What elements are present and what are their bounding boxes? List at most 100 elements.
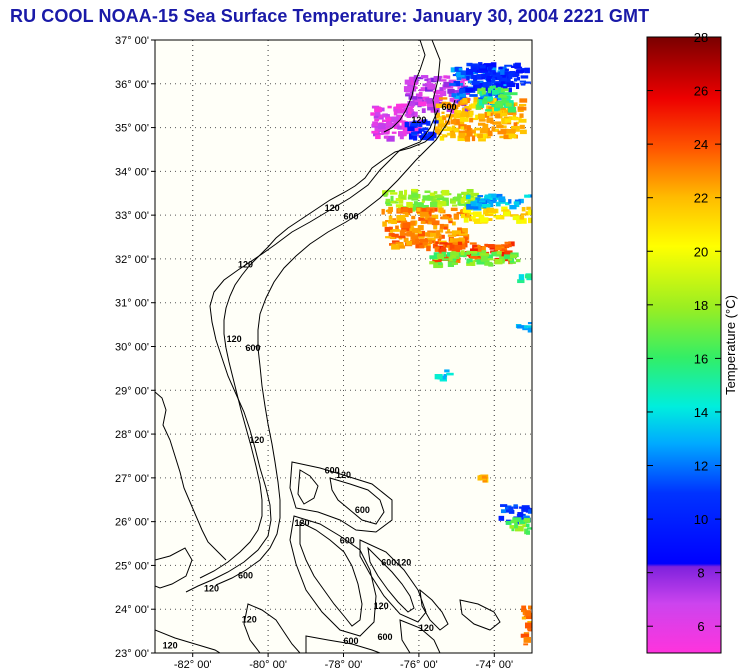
sst-pixel (466, 111, 470, 118)
sst-pixel (408, 133, 413, 140)
sst-pixel (464, 128, 473, 134)
sst-pixel (469, 112, 473, 118)
sst-pixel (418, 123, 423, 127)
sst-pixel (492, 71, 497, 75)
sst-pixel (393, 109, 398, 116)
sst-pixel (491, 72, 501, 78)
sst-pixel (384, 135, 389, 139)
sst-pixel (524, 622, 532, 629)
sst-pixel (379, 114, 386, 118)
sst-pixel (479, 91, 484, 96)
sst-pixel (500, 79, 506, 85)
sst-pixel (420, 75, 429, 79)
sst-pixel (397, 125, 406, 130)
sst-pixel (498, 515, 505, 521)
sst-pixel (491, 83, 496, 87)
sst-pixel (381, 208, 385, 215)
sst-pixel (458, 132, 466, 139)
sst-pixel (467, 73, 474, 79)
sst-patch (475, 85, 518, 113)
sst-pixel (395, 204, 403, 208)
sst-pixel (410, 109, 414, 112)
lon-tick-label: -78° 00' (325, 659, 363, 671)
lon-tick-label: -74° 00' (475, 659, 513, 671)
sst-pixel (413, 234, 422, 237)
sst-pixel (485, 109, 492, 112)
sst-pixel (527, 620, 532, 624)
sst-pixel (409, 226, 414, 232)
sst-pixel (408, 108, 412, 115)
sst-pixel (456, 104, 460, 108)
sst-pixel (504, 250, 513, 257)
sst-pixel (509, 254, 518, 259)
sst-pixel (391, 131, 397, 134)
sst-pixel (497, 95, 507, 98)
sst-pixel (435, 241, 439, 244)
sst-pixel (520, 633, 530, 638)
sst-pixel (388, 215, 393, 220)
sst-pixel (413, 127, 421, 132)
sst-pixel (389, 229, 394, 233)
sst-pixel (426, 80, 432, 84)
sst-pixel (494, 106, 499, 112)
sst-pixel (523, 615, 532, 620)
isobath-bahamas (155, 461, 427, 637)
sst-pixel (427, 232, 437, 237)
sst-pixel (449, 130, 454, 133)
sst-pixel (433, 191, 438, 194)
sst-pixel (477, 195, 484, 198)
sst-pixel (519, 506, 524, 509)
sst-pixel (476, 259, 485, 265)
sst-pixel (499, 135, 508, 139)
isobath-label: 120 (238, 260, 253, 270)
sst-pixel (452, 104, 459, 110)
colorbar-tick-label: 14 (694, 405, 708, 420)
sst-pixel (500, 509, 507, 514)
sst-pixel (408, 77, 414, 80)
sst-pixel (434, 233, 442, 239)
sst-pixel (456, 72, 465, 78)
sst-pixel (400, 229, 407, 233)
sst-pixel (418, 91, 423, 97)
sst-pixel (449, 244, 455, 251)
sst-pixel (414, 76, 424, 80)
sst-pixel (404, 121, 410, 128)
sst-pixel (469, 94, 478, 97)
sst-pixel (456, 256, 460, 260)
isobath-label: 600 (246, 343, 261, 353)
sst-pixel (431, 220, 440, 226)
sst-pixel (436, 112, 441, 119)
sst-pixel (434, 97, 443, 102)
sst-pixel (460, 70, 470, 76)
sst-pixel (478, 214, 485, 220)
sst-pixel (486, 136, 491, 139)
sst-pixel (465, 194, 471, 200)
sst-pixel (451, 109, 458, 114)
isobath-label: 600 (238, 571, 253, 581)
sst-pixel (451, 93, 456, 98)
sst-pixel (482, 98, 492, 102)
sst-pixel (406, 240, 412, 246)
sst-pixel (427, 106, 436, 111)
sst-pixel (513, 504, 518, 508)
colorbar-ticks: 6 8 10 12 14 16 18 20 22 24 26 28 (647, 30, 721, 634)
sst-pixel (519, 124, 525, 129)
isobath-label: 120 (419, 623, 434, 633)
sst-pixel (525, 610, 532, 617)
sst-pixel (429, 201, 439, 208)
sst-pixel (399, 230, 405, 237)
sst-pixel (478, 119, 486, 122)
sst-pixel (503, 92, 510, 96)
sst-pixel (459, 209, 465, 213)
sst-pixel (523, 518, 530, 522)
sst-pixel (472, 67, 477, 72)
sst-pixel (453, 119, 460, 125)
sst-pixel (424, 243, 431, 248)
sst-pixel (513, 78, 518, 82)
sst-pixel (471, 70, 479, 75)
sst-pixel (512, 517, 521, 522)
sst-pixel (510, 116, 517, 121)
sst-pixel (493, 128, 500, 132)
sst-pixel (374, 118, 380, 122)
sst-pixel (374, 127, 383, 132)
